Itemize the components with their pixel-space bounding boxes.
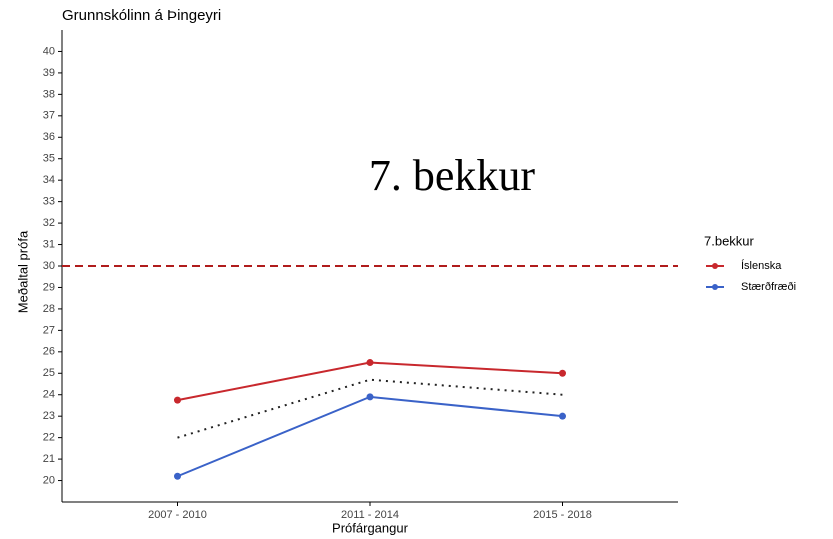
x-tick-label: 2015 - 2018	[533, 509, 592, 521]
chart-title: Grunnskólinn á Þingeyri	[62, 7, 221, 24]
point	[174, 472, 181, 480]
annotation: 7. bekkur	[369, 151, 536, 200]
y-tick-label: 34	[43, 174, 55, 186]
y-tick-label: 35	[43, 153, 55, 165]
x-tick-label: 2011 - 2014	[341, 509, 399, 521]
y-tick-label: 28	[43, 303, 55, 315]
legend-swatch-point	[712, 263, 718, 269]
point	[366, 359, 374, 367]
y-tick-label: 22	[43, 432, 55, 444]
legend-label: Íslenska	[741, 259, 782, 272]
y-tick-label: 20	[43, 474, 55, 486]
y-tick-label: 27	[43, 324, 55, 336]
y-tick-label: 24	[43, 389, 55, 401]
y-tick-label: 36	[43, 131, 55, 143]
point	[366, 393, 374, 401]
point	[559, 369, 566, 377]
point	[559, 412, 566, 420]
point	[174, 396, 181, 404]
legend-swatch-point	[712, 284, 718, 290]
x-axis-label: Prófárgangur	[332, 520, 409, 535]
y-tick-label: 40	[43, 45, 55, 57]
legend-title: 7.bekkur	[704, 233, 755, 248]
y-tick-label: 32	[43, 217, 55, 229]
legend-label: Stærðfræði	[741, 281, 796, 293]
y-axis-label: Meðaltal prófa	[15, 230, 30, 313]
y-tick-label: 21	[43, 453, 55, 465]
y-tick-label: 38	[43, 88, 55, 100]
series-line	[177, 395, 563, 478]
y-tick-label: 30	[43, 260, 55, 272]
y-tick-label: 31	[43, 238, 55, 250]
reference-line	[177, 378, 563, 439]
y-tick-label: 33	[43, 196, 55, 208]
y-tick-label: 29	[43, 281, 55, 293]
y-tick-label: 25	[43, 367, 55, 379]
y-tick-label: 39	[43, 67, 55, 79]
y-tick-label: 26	[43, 346, 55, 358]
y-tick-label: 23	[43, 410, 55, 422]
x-tick-label: 2007 - 2010	[148, 509, 207, 521]
y-tick-label: 37	[43, 110, 55, 122]
